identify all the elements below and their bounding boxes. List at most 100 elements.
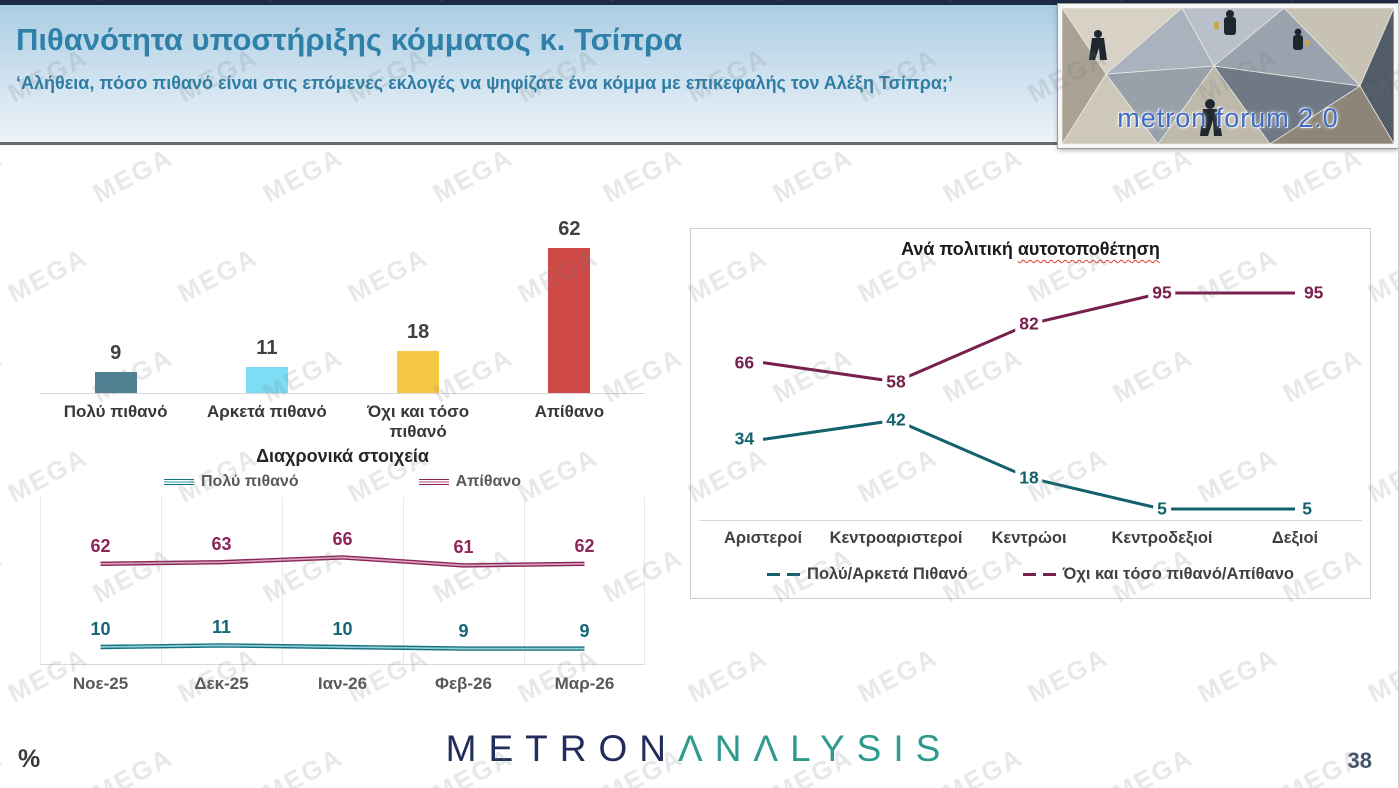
bar-column: 11 <box>191 337 342 393</box>
watermark-text: MEGA <box>0 541 8 609</box>
watermark-text: MEGA <box>682 641 773 709</box>
legend-item: Πολύ πιθανό <box>164 473 299 491</box>
series-line-Πολύ πιθανό <box>100 644 585 650</box>
point-label: 62 <box>574 535 595 556</box>
x-axis-label: Δεξιοί <box>1271 529 1319 547</box>
watermark-text: MEGA <box>0 341 8 409</box>
watermark-text: MEGA <box>1022 641 1113 709</box>
legend-marker <box>1022 573 1036 576</box>
watermark-text: MEGA <box>767 141 858 209</box>
timeseries-lines <box>100 555 585 651</box>
point-label: 10 <box>332 619 353 639</box>
bar <box>397 350 440 393</box>
timeseries-legend: Πολύ πιθανό Απίθανο <box>40 471 645 493</box>
watermark-text: MEGA <box>937 141 1028 209</box>
metron-analysis-brand: METRONΛNΛLYSIS <box>0 728 1398 770</box>
legend-label: Πολύ/Αρκετά Πιθανό <box>807 565 968 583</box>
point-label: 62 <box>90 535 111 556</box>
series-line-Όχι και τόσο πιθανό/Απίθανο <box>762 291 1295 384</box>
series-line-Απίθανο <box>100 556 585 567</box>
legend-marker <box>164 479 194 485</box>
legend-marker <box>1042 573 1056 576</box>
bar-value-label: 62 <box>558 217 581 240</box>
timeseries-plot-area: 10 11 10 9 9 62 63 66 61 62 <box>40 497 645 665</box>
brand-metron: METRON <box>445 728 678 769</box>
watermark-text: MEGA <box>597 141 688 209</box>
mosaic-photo <box>1062 8 1394 144</box>
point-label: 95 <box>1299 282 1328 304</box>
gridline <box>161 497 162 664</box>
x-axis-label: Αριστεροί <box>723 529 803 547</box>
timeseries-title: Διαχρονικά στοιχεία <box>256 446 429 466</box>
likelihood-bar-chart: 9 11 18 62 Πολύ πιθανό Αρκετά πιθανό Όχι και … <box>40 205 645 442</box>
bar-category-label: Όχι και τόσο πιθανό <box>367 402 470 441</box>
watermark-text: MEGA <box>1277 141 1368 209</box>
watermark-text: MEGA <box>427 141 518 209</box>
gridline <box>40 497 41 664</box>
bar-chart-plot-area: 9 11 18 62 <box>40 205 645 394</box>
point-label: 5 <box>1153 498 1171 520</box>
x-axis-label: Μαρ-26 <box>554 674 615 693</box>
point-label: 66 <box>730 352 759 374</box>
bar-category-label: Απίθανο <box>534 402 605 421</box>
point-label: 9 <box>458 620 469 641</box>
bar-column: 18 <box>343 321 494 393</box>
watermark-text: MEGA <box>852 641 943 709</box>
legend-marker <box>418 479 449 485</box>
people-silhouettes <box>1089 10 1303 136</box>
watermark-text: MEGA <box>257 141 348 209</box>
x-axis-label: Φεβ-26 <box>435 674 492 693</box>
watermark-text: MEGA <box>1362 641 1399 709</box>
series-line-Πολύ πιθανό <box>100 643 585 649</box>
bar-value-label: 9 <box>110 341 122 364</box>
brand-analysis: ΛNΛLYSIS <box>678 728 953 769</box>
bar-column: 62 <box>494 218 645 393</box>
political-chart-title-underlined: αυτοτοποθέτηση <box>1017 239 1160 259</box>
bar-category-label: Πολύ πιθανό <box>63 402 168 421</box>
legend-label: Πολύ πιθανό <box>201 473 299 490</box>
bar-chart-category-axis: Πολύ πιθανό Αρκετά πιθανό Όχι και τόσο πιθ… <box>40 402 645 442</box>
legend-item: Όχι και τόσο πιθανό/Απίθανο <box>1022 565 1294 584</box>
legend-item: Απίθανο <box>418 473 521 491</box>
percent-symbol: % <box>18 745 41 773</box>
political-chart: Ανά πολιτική αυτοτοποθέτηση 34 42 18 5 5 66 58… <box>690 228 1371 599</box>
political-chart-title: Ανά πολιτική αυτοτοποθέτηση <box>691 239 1370 260</box>
legend-label: Όχι και τόσο πιθανό/Απίθανο <box>1062 565 1294 583</box>
metron-forum-logo-text: metron forum 2.0 <box>1117 103 1339 133</box>
political-x-axis: Αριστεροί Κεντροαριστεροί Κεντρώοι Κεντροδε… <box>691 529 1370 553</box>
political-plot-area: 34 42 18 5 5 66 58 82 95 95 <box>691 269 1370 521</box>
point-label: 58 <box>882 371 910 393</box>
watermark-text: MEGA <box>1192 641 1283 709</box>
watermark-text: MEGA <box>0 141 8 209</box>
point-label: 82 <box>1015 313 1043 335</box>
point-label: 11 <box>211 617 232 638</box>
legend-label: Απίθανο <box>455 473 521 490</box>
gridline <box>644 497 645 664</box>
point-label: 10 <box>90 619 111 639</box>
bar-value-label: 11 <box>256 337 278 360</box>
bar <box>94 371 137 393</box>
x-axis-label: Δεκ-25 <box>194 674 249 693</box>
bar <box>245 367 288 393</box>
point-label: 9 <box>579 620 590 641</box>
page-subtitle: ‘Αλήθεια, πόσο πιθανό είναι στις επόμενε… <box>16 73 953 93</box>
metron-forum-logo: metron forum 2.0 <box>1057 3 1398 149</box>
point-label: 66 <box>332 529 353 550</box>
series-line-Πολύ πιθανό <box>100 645 585 651</box>
point-label: 5 <box>1298 498 1316 520</box>
point-label: 34 <box>730 428 759 450</box>
x-axis-label: Κεντρώοι <box>991 529 1067 547</box>
timeseries-x-axis: Νοε-25 Δεκ-25 Ιαν-26 Φεβ-26 Μαρ-26 <box>40 674 645 694</box>
header-top-bar <box>0 0 1398 5</box>
legend-marker <box>787 573 801 576</box>
political-lines <box>762 291 1295 511</box>
series-line-Απίθανο <box>100 557 585 568</box>
gridline <box>524 497 525 664</box>
watermark-text: MEGA <box>1107 141 1198 209</box>
gridline <box>403 497 404 664</box>
point-label: 61 <box>453 537 474 558</box>
x-axis-label: Ιαν-26 <box>317 674 368 693</box>
legend-marker <box>767 573 781 576</box>
series-line-Απίθανο <box>100 555 585 565</box>
